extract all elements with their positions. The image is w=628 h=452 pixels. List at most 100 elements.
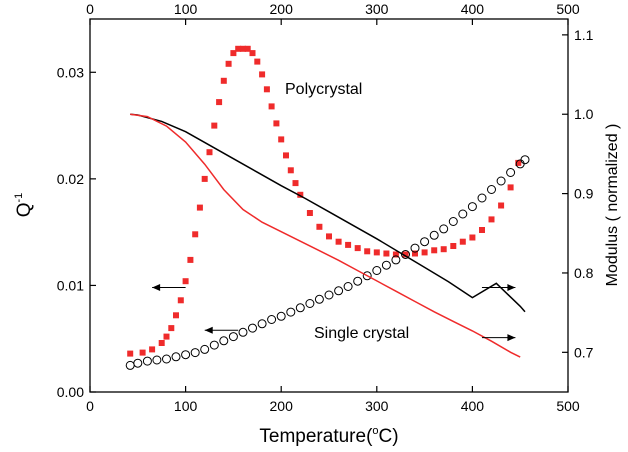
y-right-tick-label-3: 0.9 [574,186,594,202]
series-1-point-50 [459,238,466,245]
y-left-tick-label-2: 0.01 [57,277,84,293]
series-1-point-27 [268,103,275,110]
series-1-point-28 [273,120,280,127]
x-top-tick-label-5: 400 [461,1,485,17]
series-1-point-40 [364,248,371,255]
series-1-point-21 [240,45,246,52]
series-2-point-30 [401,250,410,259]
series-1-point-35 [316,223,323,230]
series-1-point-42 [383,250,390,257]
series-2-point-14 [248,323,257,333]
series-1-point-25 [259,71,266,78]
series-2-point-29 [391,255,401,265]
series-2-point-5 [162,354,171,364]
series-1-point-4 [158,340,165,346]
series-1-point-16 [216,99,223,106]
x-bottom-tick-label-1: 0 [86,398,94,414]
x-axis-label-main: Temperature( [259,426,373,447]
series-1-point-39 [354,245,361,252]
y-right-axis-label: Modulus ( normalized ) [604,124,621,287]
series-2-point-6 [171,352,181,362]
series-1-point-24 [254,58,261,65]
series-2-point-28 [381,260,391,270]
series-1-point-19 [230,50,237,57]
annotation-arrow-1-head [152,284,161,292]
series-1-point-14 [206,149,213,156]
annotation-arrow-2-head [204,326,213,334]
series-1-point-9 [182,278,189,285]
y-right-tick-label-5: 1.1 [574,27,594,43]
series-2-point-21 [314,294,324,304]
series-1-point-26 [263,86,270,93]
x-bottom-tick-label-5: 400 [461,398,485,414]
series-1-point-38 [345,241,352,248]
series-1-point-30 [283,152,289,159]
plot-frame [89,18,569,393]
x-axis-label-degree: o [372,425,378,437]
x-top-tick-label-1: 0 [86,1,94,17]
x-bottom-tick-label-6: 500 [556,398,580,414]
series-1-point-29 [278,136,285,143]
series-1-point-34 [306,210,313,216]
series-1-point-2 [139,349,146,356]
series-1-point-3 [149,346,156,353]
series-1-point-12 [196,204,203,211]
annotation-arrows-layer [152,284,516,342]
x-top-tick-label-2: 100 [174,1,198,17]
series-1-point-45 [412,250,418,257]
series-3-line [130,113,526,313]
series-2-point-35 [448,217,458,226]
series-1-point-5 [163,333,170,340]
y-left-axis-label-exponent: -1 [13,193,25,203]
series-2-point-33 [429,230,439,240]
series-1-point-49 [450,243,457,249]
series-1-point-44 [402,251,409,258]
series-2-point-8 [190,348,200,358]
y-left-axis-label: Q-1 [13,193,35,218]
series-1-point-55 [507,184,514,191]
series-1-point-17 [220,77,227,84]
series-2-point-1 [125,360,135,370]
series-2-point-11 [219,336,229,346]
x-axis-label-unit: C) [379,426,399,447]
series-1-point-7 [173,312,179,319]
series-2-point-15 [257,319,267,329]
series-2-point-37 [467,202,477,212]
series-1-point-36 [326,233,332,240]
series-1-point-22 [244,45,251,52]
series-1-point-20 [235,45,242,52]
series-2-point-34 [439,224,449,234]
x-bottom-tick-label-4: 300 [365,398,389,414]
series-1-point-33 [297,191,304,198]
series-1-point-1 [127,350,134,357]
series-1-point-51 [469,234,476,241]
series-1-point-10 [187,256,194,263]
y-left-tick-label-1: 0.00 [57,384,84,400]
series-1-point-47 [431,247,438,254]
polycrystal-label: Polycrystal [285,81,362,98]
series-2-point-7 [181,350,191,360]
series-2-point-12 [228,332,238,342]
series-1-point-43 [392,251,399,258]
series-1-point-15 [211,122,218,129]
single-crystal-label: Single crystal [314,325,409,342]
series-1-point-46 [421,249,428,256]
y-right-tick-label-1: 0.7 [574,344,594,360]
axis-ticks-layer: 0 0 100 100 200 200 300 300 400 400 500 500 0.00 0.01… [57,1,594,414]
series-1-point-54 [498,202,505,209]
series-2-point-38 [477,193,487,203]
x-axis-label: Temperature(oC) [259,425,398,447]
y-left-axis-label-main: Q [14,203,35,218]
series-2-point-26 [362,271,372,281]
x-bottom-tick-label-3: 200 [270,398,294,414]
series-2-point-2 [133,358,143,368]
series-2-point-10 [209,340,219,350]
series-2-point-32 [420,237,430,247]
annotation-arrow-3-head [507,284,516,292]
x-top-tick-label-3: 200 [270,1,294,17]
x-top-tick-label-6: 500 [556,1,580,17]
series-1-point-48 [440,246,447,253]
series-2-point-22 [324,290,334,300]
y-right-tick-label-4: 1.0 [574,106,594,122]
series-1-point-41 [373,249,380,256]
